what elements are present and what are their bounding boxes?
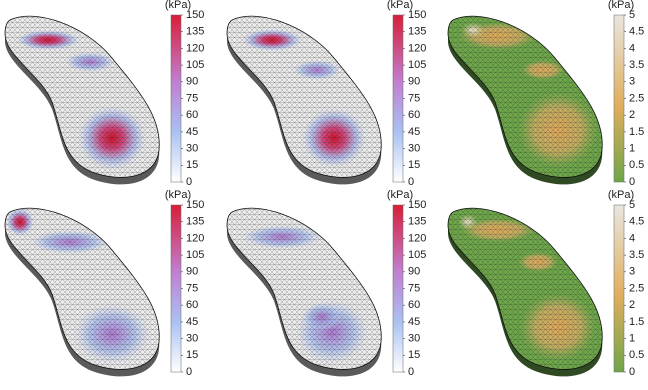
colorbar xyxy=(392,14,404,183)
colorbar-tick-label: 30 xyxy=(186,333,198,345)
colorbar-tick-label: 0 xyxy=(186,366,192,378)
colorbar-tick-label: 4.5 xyxy=(629,26,644,38)
colorbar-tick-label: 105 xyxy=(408,59,426,71)
colorbar-tick-label: 4 xyxy=(629,42,635,54)
colorbar-tick-label: 60 xyxy=(186,109,198,121)
colorbar-tick-label: 105 xyxy=(408,249,426,261)
colorbar-tick-label: 15 xyxy=(408,349,420,361)
colorbar-tick-label: 30 xyxy=(408,333,420,345)
colorbar-tick-label: 5 xyxy=(629,199,635,211)
insole xyxy=(226,15,382,185)
colorbar-tick-label: 3 xyxy=(629,76,635,88)
colorbar-unit: (kPa) xyxy=(608,189,634,201)
colorbar-tick-label: 0 xyxy=(629,176,635,188)
colorbar-tick-label: 90 xyxy=(186,76,198,88)
pressure-map xyxy=(227,16,382,178)
colorbar-tick-label: 120 xyxy=(186,42,204,54)
colorbar-tick-label: 45 xyxy=(186,316,198,328)
colorbar-tick-label: 3.5 xyxy=(629,59,644,71)
mesh xyxy=(227,208,382,370)
colorbar-tick-label: 90 xyxy=(408,266,420,278)
colorbar-tick-label: 150 xyxy=(186,9,204,21)
colorbar-tick-label: 135 xyxy=(408,26,426,38)
colorbar-tick-label: 15 xyxy=(408,159,420,171)
colorbar-tick-label: 1 xyxy=(629,143,635,155)
colorbar-tick-label: 1.5 xyxy=(629,316,644,328)
colorbar-tick-label: 4.5 xyxy=(629,216,644,228)
colorbar-tick-label: 90 xyxy=(408,76,420,88)
colorbar-tick-label: 1.5 xyxy=(629,126,644,138)
colorbar-tick-label: 3.5 xyxy=(629,249,644,261)
colorbar-tick-label: 2.5 xyxy=(629,282,644,294)
colorbar-tick-label: 105 xyxy=(186,59,204,71)
colorbar-tick-label: 60 xyxy=(408,109,420,121)
colorbar-tick-label: 2.5 xyxy=(629,92,644,104)
colorbar xyxy=(392,204,404,373)
colorbar-tick-label: 0 xyxy=(408,366,414,378)
colorbar-tick-label: 30 xyxy=(186,143,198,155)
insole xyxy=(447,207,603,377)
colorbar-tick-label: 135 xyxy=(186,26,204,38)
colorbar-tick-label: 120 xyxy=(408,42,426,54)
colorbar-tick-label: 60 xyxy=(186,299,198,311)
colorbar-tick-label: 120 xyxy=(408,232,426,244)
colorbar-tick-label: 75 xyxy=(408,282,420,294)
colorbar xyxy=(170,14,182,183)
colorbar-tick-label: 75 xyxy=(186,92,198,104)
colorbar-tick-label: 45 xyxy=(186,126,198,138)
colorbar-tick-label: 3 xyxy=(629,266,635,278)
insole xyxy=(4,207,160,377)
colorbar xyxy=(170,204,182,373)
pressure-map xyxy=(5,208,160,370)
colorbar-unit: (kPa) xyxy=(165,189,191,201)
colorbar-tick-label: 75 xyxy=(408,92,420,104)
colorbar-tick-label: 15 xyxy=(186,159,198,171)
colorbar-tick-label: 150 xyxy=(408,199,426,211)
colorbar-unit: (kPa) xyxy=(387,189,413,201)
colorbar-tick-label: 60 xyxy=(408,299,420,311)
colorbar-tick-label: 0.5 xyxy=(629,159,644,171)
colorbar-tick-label: 120 xyxy=(186,232,204,244)
colorbar-unit: (kPa) xyxy=(165,0,191,11)
mesh xyxy=(448,208,603,370)
colorbar-tick-label: 2 xyxy=(629,109,635,121)
colorbar-tick-label: 75 xyxy=(186,282,198,294)
colorbar-tick-label: 5 xyxy=(629,9,635,21)
mesh xyxy=(227,16,382,178)
colorbar-tick-label: 90 xyxy=(186,266,198,278)
mesh xyxy=(5,16,160,178)
colorbar-tick-label: 30 xyxy=(408,143,420,155)
colorbar-unit: (kPa) xyxy=(387,0,413,11)
colorbar-tick-label: 0.5 xyxy=(629,349,644,361)
colorbar-tick-label: 2 xyxy=(629,299,635,311)
colorbar-tick-label: 15 xyxy=(186,349,198,361)
colorbar-tick-label: 1 xyxy=(629,333,635,345)
pressure-map xyxy=(448,208,603,370)
colorbar xyxy=(613,14,625,183)
colorbar-tick-label: 45 xyxy=(408,126,420,138)
colorbar-tick-label: 0 xyxy=(629,366,635,378)
colorbar-tick-label: 135 xyxy=(186,216,204,228)
mesh xyxy=(448,16,603,178)
colorbar-tick-label: 45 xyxy=(408,316,420,328)
insole xyxy=(226,207,382,377)
colorbar-tick-label: 105 xyxy=(186,249,204,261)
pressure-map xyxy=(5,16,160,178)
mesh xyxy=(5,208,160,370)
colorbar-tick-label: 0 xyxy=(186,176,192,188)
colorbar xyxy=(613,204,625,373)
colorbar-unit: (kPa) xyxy=(608,0,634,11)
colorbar-tick-label: 150 xyxy=(408,9,426,21)
pressure-map xyxy=(227,208,382,370)
insole xyxy=(447,15,603,185)
insole xyxy=(4,15,160,185)
colorbar-tick-label: 0 xyxy=(408,176,414,188)
colorbar-tick-label: 150 xyxy=(186,199,204,211)
colorbar-tick-label: 4 xyxy=(629,232,635,244)
colorbar-tick-label: 135 xyxy=(408,216,426,228)
pressure-map xyxy=(448,16,603,178)
